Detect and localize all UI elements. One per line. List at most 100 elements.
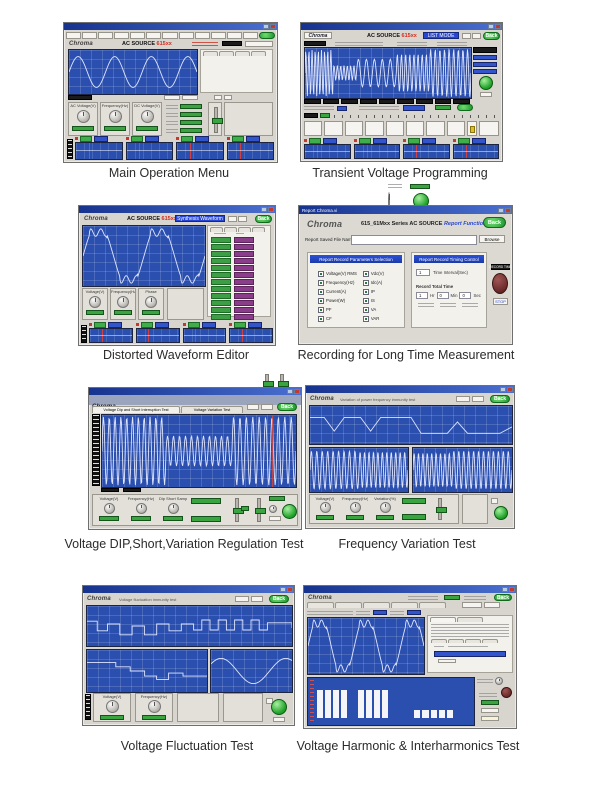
meter-toggle[interactable] <box>181 135 193 142</box>
trigger-button[interactable] <box>479 76 493 90</box>
frequency-knob[interactable] <box>108 110 122 123</box>
titlebar[interactable] <box>301 23 502 30</box>
tab-config[interactable] <box>219 51 234 56</box>
save-button[interactable] <box>484 602 500 608</box>
voltage-knob[interactable] <box>103 503 115 514</box>
checkbox[interactable] <box>362 279 369 286</box>
back-button[interactable]: Back <box>483 217 506 228</box>
dc-voltage-knob[interactable] <box>140 110 154 123</box>
toolbar-button[interactable] <box>82 32 98 39</box>
tab-dip-short-test[interactable]: Voltage Dip and Short Interruption Test <box>92 406 180 413</box>
meter-toggle[interactable] <box>130 135 143 142</box>
back-button[interactable]: Back <box>490 395 510 403</box>
back-button[interactable]: Back <box>269 595 289 603</box>
checkbox[interactable] <box>318 315 324 322</box>
toolbar-button[interactable] <box>146 32 162 39</box>
param-checkbox-row[interactable]: Frequency(Hz) <box>318 278 357 287</box>
minimize-button[interactable] <box>287 389 293 394</box>
titlebar[interactable] <box>79 206 275 213</box>
harmonic-tab[interactable] <box>238 227 251 232</box>
phase-knob[interactable] <box>145 296 157 308</box>
meter-toggle[interactable] <box>187 321 200 328</box>
mode-knob[interactable] <box>269 505 277 513</box>
transition-mode-slider[interactable] <box>436 498 447 520</box>
titlebar[interactable] <box>304 586 516 593</box>
meter-toggle[interactable] <box>309 137 321 144</box>
checkbox[interactable] <box>318 306 324 313</box>
output-button[interactable] <box>501 687 512 698</box>
minimize-button[interactable] <box>500 387 506 392</box>
level-tab[interactable] <box>448 639 464 643</box>
param-checkbox-row[interactable]: VAR <box>362 314 384 323</box>
slider-track[interactable] <box>304 113 318 118</box>
checkbox[interactable] <box>362 270 369 277</box>
param-checkbox-row[interactable]: Idc(A) <box>362 278 384 287</box>
test-tab[interactable] <box>419 602 446 608</box>
param-checkbox-row[interactable]: Power(W) <box>318 296 357 305</box>
back-button[interactable]: Back <box>483 32 500 40</box>
ac-voltage-knob[interactable] <box>76 110 90 123</box>
frequency-knob[interactable] <box>135 503 147 514</box>
param-checkbox-row[interactable]: Current(A) <box>318 287 357 296</box>
seconds-spinner[interactable]: 0 <box>459 292 472 299</box>
hi-prog-checkbox[interactable] <box>491 498 498 504</box>
toolbar-button[interactable] <box>162 32 178 39</box>
variation-knob[interactable] <box>379 502 391 513</box>
voltage-knob[interactable] <box>105 700 119 713</box>
param-checkbox-row[interactable]: IP <box>362 287 384 296</box>
go-button[interactable] <box>258 32 275 39</box>
checkbox[interactable] <box>318 297 324 304</box>
range-slider[interactable] <box>212 107 223 133</box>
minutes-spinner[interactable]: 0 <box>436 292 449 299</box>
voltage-knob[interactable] <box>319 502 331 513</box>
phase-button[interactable] <box>182 95 198 100</box>
titlebar[interactable]: Report Chroma.vi <box>299 206 512 214</box>
interval-spinner[interactable]: 1 <box>416 269 430 276</box>
param-checkbox-row[interactable]: Voltage(V) RMS <box>318 269 357 278</box>
back-button[interactable]: Back <box>277 403 297 411</box>
back-button[interactable]: Back <box>255 215 272 223</box>
close-button[interactable] <box>505 207 511 213</box>
load-button[interactable] <box>462 33 471 39</box>
file-name-input[interactable] <box>351 235 477 245</box>
toolbar-button[interactable] <box>66 32 82 39</box>
checkbox[interactable] <box>362 297 369 304</box>
harmonic-rows[interactable] <box>208 237 270 320</box>
voltage-knob[interactable] <box>89 296 101 308</box>
frequency-knob[interactable] <box>349 502 361 513</box>
stop-chip[interactable] <box>273 717 285 722</box>
checkbox[interactable] <box>318 288 324 295</box>
toolbar-button[interactable] <box>130 32 146 39</box>
back-button[interactable]: Back <box>494 594 512 601</box>
toolbar-button[interactable] <box>242 32 258 39</box>
toolbar-button[interactable] <box>226 32 242 39</box>
minimize-button[interactable] <box>280 587 286 592</box>
toolbar-button[interactable] <box>194 32 210 39</box>
minimize-button[interactable] <box>498 207 504 213</box>
record-button[interactable] <box>492 273 508 294</box>
harmonic-tab[interactable] <box>224 227 237 232</box>
meter-toggle[interactable] <box>231 135 244 142</box>
save-button[interactable] <box>472 33 481 39</box>
titlebar[interactable] <box>83 586 294 593</box>
titlebar[interactable] <box>306 386 514 393</box>
checkbox[interactable] <box>318 270 324 277</box>
titlebar[interactable] <box>64 23 277 30</box>
load-button[interactable] <box>228 216 237 222</box>
load-button[interactable] <box>462 602 482 608</box>
test-tab[interactable] <box>335 602 362 608</box>
run-button[interactable] <box>457 104 473 111</box>
close-button[interactable] <box>287 587 293 592</box>
meter-toggle[interactable] <box>358 137 371 144</box>
close-button[interactable] <box>270 24 276 29</box>
close-button[interactable] <box>268 207 274 212</box>
meter-toggle[interactable] <box>408 137 420 144</box>
output-button[interactable] <box>282 504 297 519</box>
stop-button[interactable]: STOP <box>493 298 508 305</box>
tab-variation-test[interactable]: Voltage Variation Test <box>181 406 243 413</box>
param-checkbox-row[interactable]: PF <box>318 305 357 314</box>
harmonic-tab[interactable] <box>252 227 265 232</box>
checkbox[interactable] <box>362 306 369 313</box>
param-checkbox-row[interactable]: IS <box>362 296 384 305</box>
close-button[interactable] <box>509 587 515 592</box>
